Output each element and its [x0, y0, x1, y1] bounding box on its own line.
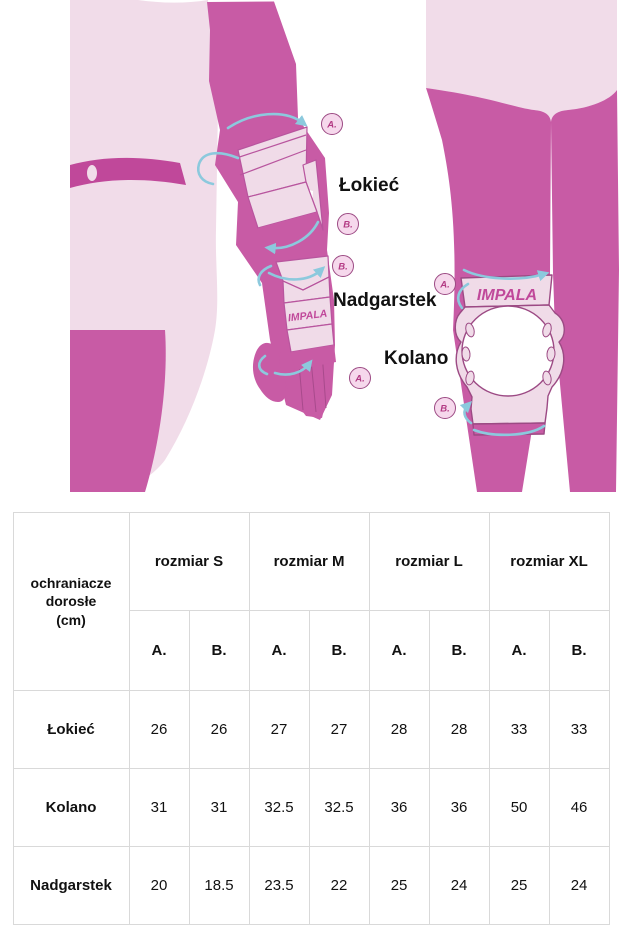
- svg-text:B.: B.: [343, 219, 353, 230]
- svg-text:A.: A.: [354, 373, 365, 384]
- svg-text:IMPALA: IMPALA: [477, 287, 537, 304]
- svg-text:A.: A.: [439, 279, 450, 290]
- svg-text:Nadgarstek: Nadgarstek: [333, 290, 437, 311]
- svg-text:B.: B.: [338, 261, 348, 272]
- svg-text:B.: B.: [440, 403, 450, 414]
- svg-text:Łokieć: Łokieć: [339, 175, 400, 196]
- svg-text:A.: A.: [326, 119, 337, 130]
- svg-text:Kolano: Kolano: [384, 348, 448, 369]
